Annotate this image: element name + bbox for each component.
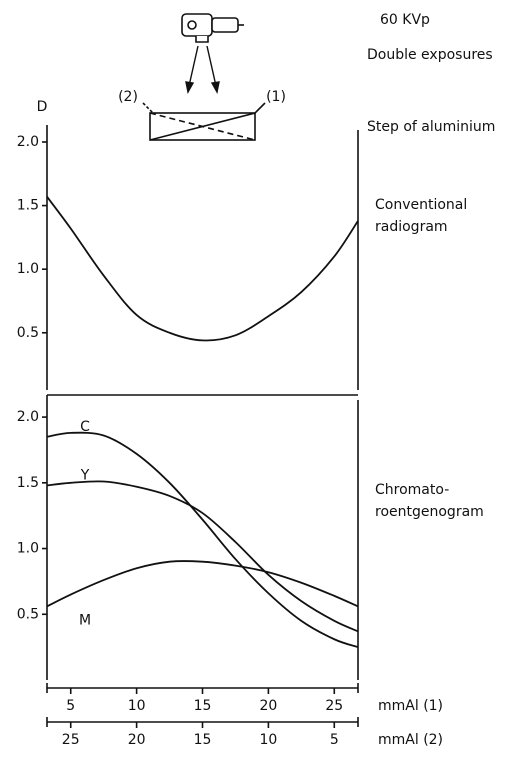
x-tick-label: 10 bbox=[128, 698, 146, 714]
x-tick-label: 25 bbox=[325, 698, 343, 714]
beam-arrows bbox=[185, 45, 220, 95]
y-tick-label: 2.0 bbox=[17, 134, 39, 150]
x-tick-label: 20 bbox=[128, 732, 146, 748]
annotation: (1) bbox=[266, 89, 286, 105]
series-label: M bbox=[79, 612, 91, 628]
side-label: Conventional bbox=[375, 197, 467, 213]
y-tick-label: 0.5 bbox=[17, 325, 39, 341]
line-series bbox=[46, 431, 359, 648]
line-series bbox=[46, 560, 359, 608]
annotation: (2) bbox=[118, 89, 138, 105]
annotation: Step of aluminium bbox=[367, 119, 495, 135]
x-tick-label: 15 bbox=[194, 698, 212, 714]
series-label: C bbox=[80, 419, 90, 435]
y-tick-label: 1.0 bbox=[17, 541, 39, 557]
aluminium-step bbox=[142, 102, 266, 141]
x-tick-label: 20 bbox=[259, 698, 277, 714]
side-label: radiogram bbox=[375, 219, 448, 235]
x-axis-label: mmAl (1) bbox=[378, 698, 443, 714]
line-series bbox=[46, 196, 359, 342]
x-tick-label: 25 bbox=[62, 732, 80, 748]
annotation: Double exposures bbox=[367, 47, 493, 63]
side-label: Chromato- bbox=[375, 482, 449, 498]
y-tick-label: 2.0 bbox=[17, 409, 39, 425]
y-tick-label: 1.0 bbox=[17, 261, 39, 277]
x-tick-label: 15 bbox=[194, 732, 212, 748]
x-tick-label: 5 bbox=[66, 698, 75, 714]
y-tick-label: 1.5 bbox=[17, 198, 39, 214]
annotation: 60 KVp bbox=[380, 12, 430, 28]
y-axis-label: D bbox=[37, 99, 48, 115]
line-series bbox=[46, 480, 359, 633]
x-tick-label: 5 bbox=[330, 732, 339, 748]
xray-tube-icon bbox=[181, 13, 244, 43]
side-label: roentgenogram bbox=[375, 504, 484, 520]
x-axis-label: mmAl (2) bbox=[378, 732, 443, 748]
series-label: Y bbox=[80, 467, 90, 483]
y-tick-label: 1.5 bbox=[17, 475, 39, 491]
x-tick-label: 10 bbox=[259, 732, 277, 748]
y-tick-label: 0.5 bbox=[17, 606, 39, 622]
